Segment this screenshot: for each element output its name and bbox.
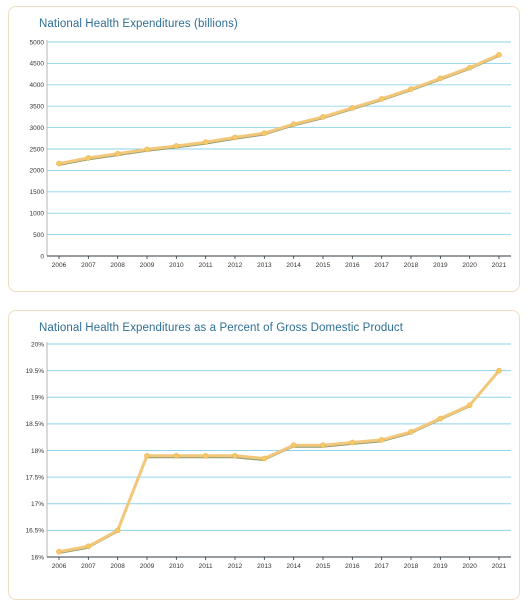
x-tick-label: 2011 (199, 563, 213, 570)
y-tick-label: 2500 (30, 146, 45, 153)
data-point (56, 160, 62, 167)
x-tick-label: 2012 (228, 563, 243, 570)
y-tick-label: 3000 (30, 125, 45, 132)
data-point (408, 429, 414, 435)
x-tick-label: 2019 (433, 262, 448, 269)
y-tick-label: 1500 (30, 189, 45, 196)
expenditures-chart: 0 500 1000 1500 2000 2500 3000 3500 4000 4500 5000… (30, 39, 511, 269)
x-tick-label: 2014 (286, 563, 301, 570)
y-tick-label: 16.5% (26, 528, 45, 535)
chart-title: National Health Expenditures as a Percen… (39, 322, 404, 334)
x-tick-label: 2021 (492, 563, 507, 570)
x-tick-label: 2008 (110, 563, 125, 570)
data-point (496, 51, 502, 58)
y-tick-label: 5000 (30, 39, 45, 46)
y-tick-label: 3500 (30, 104, 45, 111)
y-tick-label: 4000 (30, 82, 45, 89)
data-point (290, 121, 297, 128)
x-tick-label: 2009 (140, 262, 155, 269)
x-tick-label: 2013 (257, 563, 272, 570)
x-tick-label: 2010 (169, 262, 184, 269)
y-tick-label: 18% (31, 448, 44, 455)
y-tick-label: 1000 (30, 211, 45, 218)
x-tick-label: 2017 (374, 563, 389, 570)
y-tick-label: 0 (40, 253, 44, 260)
series-line-shadow (57, 371, 499, 555)
data-point (85, 543, 92, 550)
x-tick-label: 2018 (404, 563, 419, 570)
x-tick-label: 2014 (286, 262, 301, 269)
y-tick-label: 19% (31, 395, 44, 402)
y-tick-label: 19.5% (26, 368, 45, 375)
x-tick-label: 2008 (110, 262, 125, 269)
series-line (58, 369, 501, 554)
x-tick-label: 2010 (169, 563, 184, 570)
chart-panel-expenditures: National Health Expenditures (billions) … (8, 6, 520, 292)
x-tick-label: 2006 (52, 563, 67, 570)
y-tick-label: 17.5% (26, 474, 45, 481)
x-tick-label: 2018 (404, 262, 419, 269)
data-point (114, 527, 121, 534)
x-tick-label: 2007 (81, 563, 96, 570)
gdp-percent-chart: 16% 16.5% 17% 17.5% 18% 18.5% 19% 19.5% 20% 2006 2… (26, 341, 511, 570)
data-point (261, 455, 268, 462)
data-point (466, 64, 473, 71)
x-tick-label: 2017 (374, 262, 389, 269)
data-point (378, 437, 385, 443)
data-point (349, 439, 356, 446)
data-point (144, 452, 150, 459)
y-tick-label: 2000 (30, 168, 45, 175)
data-point (173, 143, 180, 149)
x-tick-label: 2020 (462, 262, 477, 269)
y-tick-label: 16% (31, 554, 44, 561)
x-tick-label: 2021 (492, 262, 507, 269)
x-tick-label: 2020 (462, 563, 477, 570)
x-tick-label: 2019 (433, 563, 448, 570)
data-point (349, 105, 356, 111)
chart-title: National Health Expenditures (billions) (39, 18, 238, 30)
x-tick-label: 2016 (345, 262, 360, 269)
y-tick-label: 17% (31, 501, 44, 508)
y-tick-label: 18.5% (26, 421, 45, 428)
data-point (202, 139, 209, 146)
data-point (261, 130, 268, 137)
x-tick-label: 2015 (316, 262, 331, 269)
data-point (437, 75, 444, 82)
data-point (232, 452, 238, 459)
x-tick-label: 2011 (199, 262, 213, 269)
data-point (378, 96, 385, 102)
x-tick-label: 2006 (52, 262, 67, 269)
series-line (58, 53, 500, 166)
data-point (320, 442, 326, 449)
chart-panel-gdp-percent: National Health Expenditures as a Percen… (8, 310, 520, 600)
data-point (56, 548, 62, 555)
y-tick-label: 4500 (30, 61, 45, 68)
data-point (466, 402, 473, 409)
x-tick-label: 2009 (140, 563, 155, 570)
x-tick-label: 2015 (316, 563, 331, 570)
data-point (320, 114, 326, 120)
x-tick-label: 2007 (81, 262, 96, 269)
x-tick-label: 2016 (345, 563, 360, 570)
x-tick-label: 2012 (228, 262, 243, 269)
data-point (437, 415, 444, 422)
data-point (114, 150, 121, 157)
y-tick-label: 500 (33, 232, 44, 239)
data-point (496, 367, 502, 374)
data-point (408, 86, 414, 92)
data-point (85, 155, 92, 161)
data-point (290, 442, 297, 449)
data-point (173, 452, 180, 459)
x-tick-label: 2013 (257, 262, 272, 269)
data-point (232, 134, 238, 141)
data-point (202, 452, 209, 459)
y-tick-label: 20% (31, 341, 44, 348)
data-point (144, 146, 150, 153)
